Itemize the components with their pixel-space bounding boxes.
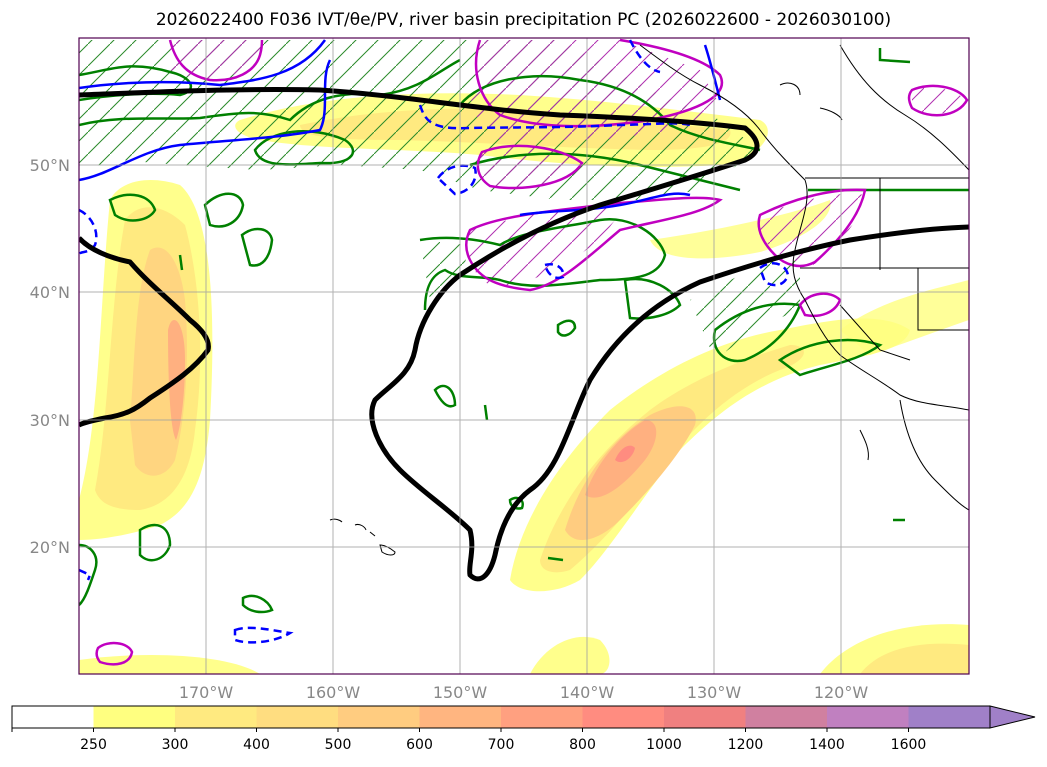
colorbar-segment (827, 706, 909, 728)
colorbar-segment (419, 706, 502, 728)
colorbar-segment (256, 706, 339, 728)
lat-label-20n: 20°N (30, 538, 70, 557)
colorbar-segment (501, 706, 583, 728)
colorbar-tick-label: 250 (80, 737, 107, 753)
colorbar-segment (93, 706, 176, 728)
lat-label-50n: 50°N (30, 156, 70, 175)
colorbar-tick-label: 500 (325, 737, 352, 753)
colorbar-segment (582, 706, 665, 728)
colorbar-tick-label: 300 (162, 737, 189, 753)
lon-label-170w: 170°W (179, 683, 234, 702)
coastlines (329, 44, 969, 556)
theta-e-contours-blue (79, 39, 722, 217)
lat-label-30n: 30°N (30, 411, 70, 430)
lat-label-40n: 40°N (30, 283, 70, 302)
ivt-plume-south (79, 280, 969, 674)
colorbar: 250 300 400 500 600 700 800 1000 1200 1400 1600 (11, 705, 1036, 753)
colorbar-tick-label: 1200 (728, 737, 764, 753)
ivt-plume-ar (510, 318, 910, 592)
colorbar-tick-label: 1400 (809, 737, 845, 753)
colorbar-extend-arrow (989, 705, 1036, 729)
map-content (79, 38, 969, 674)
colorbar-tick-label: 800 (569, 737, 596, 753)
lon-label-140w: 140°W (560, 683, 615, 702)
colorbar-tick-label: 600 (406, 737, 433, 753)
lon-label-130w: 130°W (687, 683, 742, 702)
lon-label-120w: 120°W (814, 683, 869, 702)
colorbar-tick-label: 1000 (646, 737, 682, 753)
latitude-labels: 50°N 40°N 30°N 20°N (30, 156, 70, 557)
colorbar-tick-label: 700 (488, 737, 515, 753)
colorbar-segment (175, 706, 257, 728)
longitude-labels: 170°W 160°W 150°W 140°W 130°W 120°W (179, 683, 869, 702)
lon-label-150w: 150°W (433, 683, 488, 702)
map-title: 2026022400 F036 IVT/θe/PV, river basin p… (155, 10, 892, 30)
map-frame (78, 37, 970, 675)
colorbar-tick-label: 1600 (891, 737, 927, 753)
ivt-plume-west (79, 180, 213, 540)
lon-label-160w: 160°W (306, 683, 361, 702)
colorbar-segment (12, 706, 94, 728)
colorbar-segment (745, 706, 828, 728)
colorbar-segment (908, 706, 991, 728)
ivt-contours-black (79, 86, 969, 582)
colorbar-tick-label: 400 (243, 737, 270, 753)
theta-e-contours-blue-dashed (79, 39, 790, 644)
colorbar-segment (664, 706, 746, 728)
graticule (79, 38, 969, 674)
colorbar-segment (338, 706, 420, 728)
